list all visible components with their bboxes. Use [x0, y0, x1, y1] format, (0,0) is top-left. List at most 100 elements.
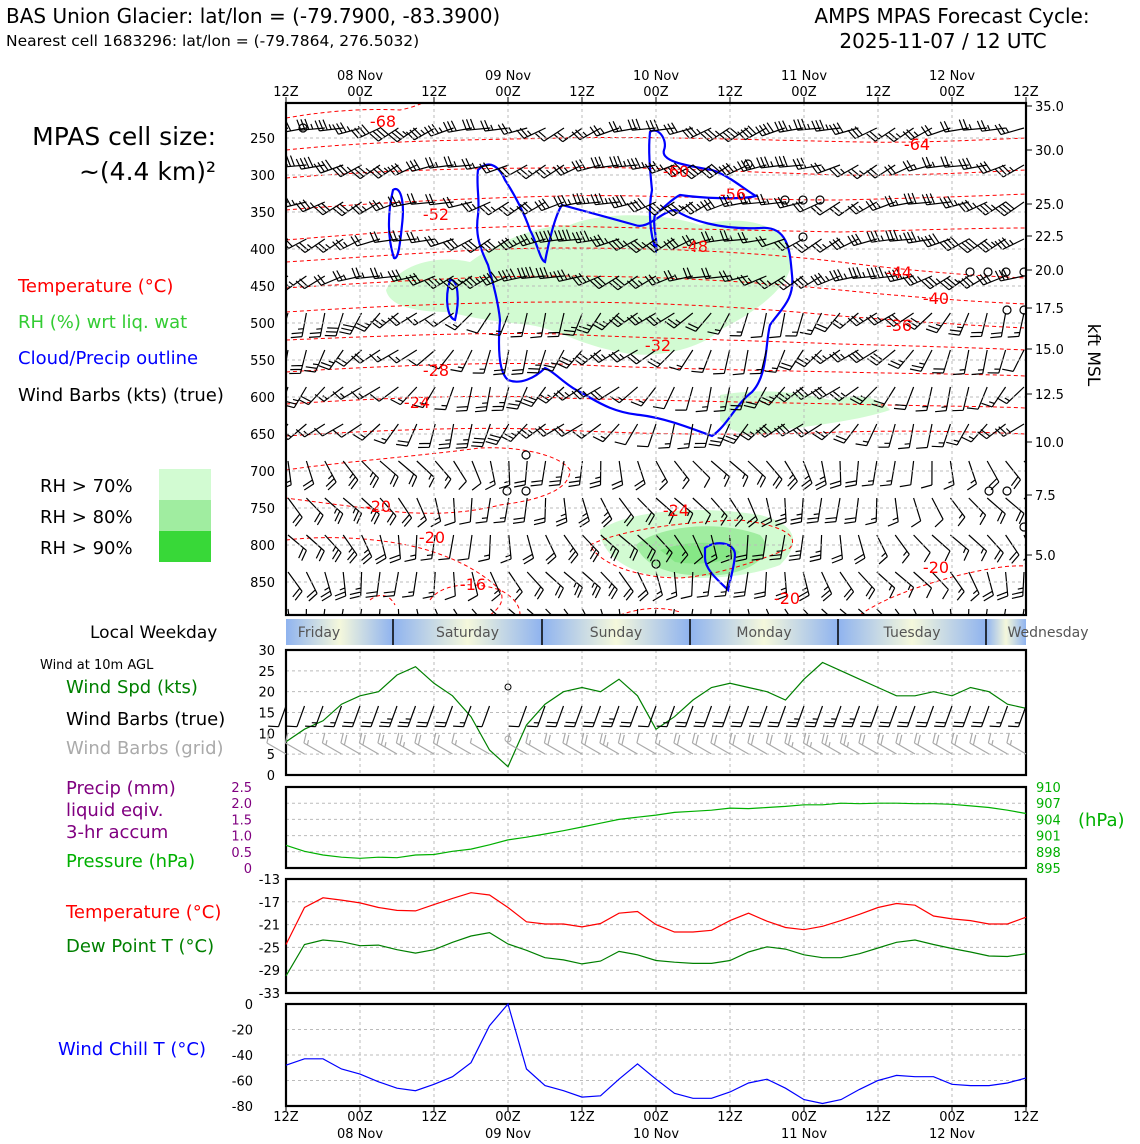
wind-barb	[365, 571, 381, 598]
wind-barb	[268, 705, 287, 728]
bottom-xtick-label: 00Z	[791, 1110, 817, 1125]
weekday-cell	[838, 619, 986, 645]
contour-52	[286, 225, 1026, 241]
weekday-cell	[690, 619, 838, 645]
wind-barb	[420, 534, 436, 561]
wind-barb	[775, 571, 788, 601]
contour-label: -20	[923, 558, 949, 577]
wind-barb	[472, 349, 491, 374]
wind-barb	[732, 349, 749, 376]
precip-ytick: 1.0	[231, 830, 252, 845]
wind-barb	[1008, 705, 1027, 728]
weekday-label-day: Wednesday	[1007, 625, 1088, 641]
temperature-line	[285, 892, 1027, 945]
wind-barb	[904, 312, 933, 330]
wind-barb	[673, 460, 690, 490]
wind-barb	[590, 386, 620, 401]
wind-barb	[1006, 732, 1027, 755]
wind-barb	[500, 534, 512, 564]
wind-barb	[737, 125, 767, 141]
wind-barb	[910, 497, 922, 528]
cs-pressure-tick: 250	[250, 132, 275, 147]
wind-barb	[749, 349, 767, 375]
wind-barb	[958, 119, 988, 131]
wind-barb	[950, 732, 971, 755]
cell-size-label: MPAS cell size:	[32, 122, 216, 151]
wind-barb	[314, 201, 344, 216]
contour-label: -48	[682, 237, 708, 256]
wind-barb	[971, 349, 988, 376]
wind-barb	[696, 571, 712, 598]
wind-barb	[290, 312, 307, 339]
wind-barb	[943, 460, 955, 490]
wind-barb	[793, 118, 822, 131]
windchill-ytick: -40	[232, 1049, 253, 1064]
wind-barb	[829, 201, 859, 217]
cs-height-tick: 12.5	[1035, 388, 1064, 403]
wind-barb	[303, 732, 324, 755]
wind-barb	[645, 312, 675, 327]
wind-barb	[563, 571, 583, 598]
wind-barb	[459, 497, 473, 525]
wind-barb	[812, 423, 841, 441]
wind-barb	[369, 231, 399, 243]
wind-barb	[324, 534, 342, 563]
wind-barb	[589, 125, 620, 137]
legend-cloud: Cloud/Precip outline	[18, 348, 198, 369]
cs-height-tick: 7.5	[1035, 489, 1056, 504]
wind-barb	[952, 705, 972, 728]
cs-date-label: 08 Nov	[337, 69, 383, 84]
wind-barb	[682, 267, 712, 279]
rh-swatch-70	[159, 469, 211, 500]
wind-barb	[506, 732, 527, 755]
wind-barb	[663, 237, 694, 251]
wind-barb	[940, 275, 970, 291]
wind-barb	[466, 312, 491, 334]
wind-barb	[645, 119, 675, 132]
wind-barb	[931, 423, 951, 448]
panel-frame	[284, 648, 1028, 777]
cs-height-tick: 10.0	[1035, 436, 1064, 451]
wind-barb	[849, 386, 878, 405]
wind-barb	[755, 235, 785, 248]
wind-barb	[350, 201, 381, 215]
wind-barb	[865, 312, 896, 326]
contour-36	[286, 332, 1026, 351]
wind-barb	[522, 534, 535, 565]
wind-barb	[920, 233, 951, 248]
contour-label: -20	[365, 497, 391, 516]
bottom-xtick-label: 12Z	[273, 1110, 299, 1125]
wind-barb	[939, 120, 969, 133]
wind-barb	[644, 160, 675, 174]
wind-barb	[548, 460, 565, 487]
wind-barb	[444, 497, 456, 527]
wind-barb	[416, 705, 435, 728]
bottom-xtick-label: 12Z	[569, 1110, 595, 1125]
wind-barb	[729, 460, 749, 487]
wind-barb	[556, 349, 583, 369]
calm-marker	[798, 232, 808, 242]
wind-barb	[324, 460, 337, 491]
wind-barb	[349, 571, 363, 600]
wind-barb	[387, 349, 418, 364]
wind-barb	[369, 386, 399, 402]
wind-barb	[940, 156, 969, 168]
dewpoint-line	[285, 931, 1027, 977]
wind-barb	[405, 159, 436, 172]
wind-barb	[506, 386, 528, 410]
wind-barb	[876, 571, 896, 599]
wind-barb	[553, 269, 583, 282]
wind-barb	[848, 266, 877, 279]
forecast-cycle-label: AMPS MPAS Forecast Cycle:	[814, 4, 1089, 28]
windchill-ytick: -80	[232, 1100, 253, 1115]
wind-barb	[810, 386, 841, 400]
contour-label: -16	[460, 575, 486, 594]
temperature-label: Temperature (°C)	[65, 902, 221, 923]
calm-marker	[983, 267, 993, 277]
cs-pressure-tick: 850	[250, 576, 275, 591]
wind-barb	[547, 312, 565, 338]
wind-barb	[995, 201, 1025, 217]
wind-barb	[932, 349, 951, 374]
windchill-ytick: 0	[245, 998, 253, 1013]
cross-section-fields	[286, 103, 1026, 615]
